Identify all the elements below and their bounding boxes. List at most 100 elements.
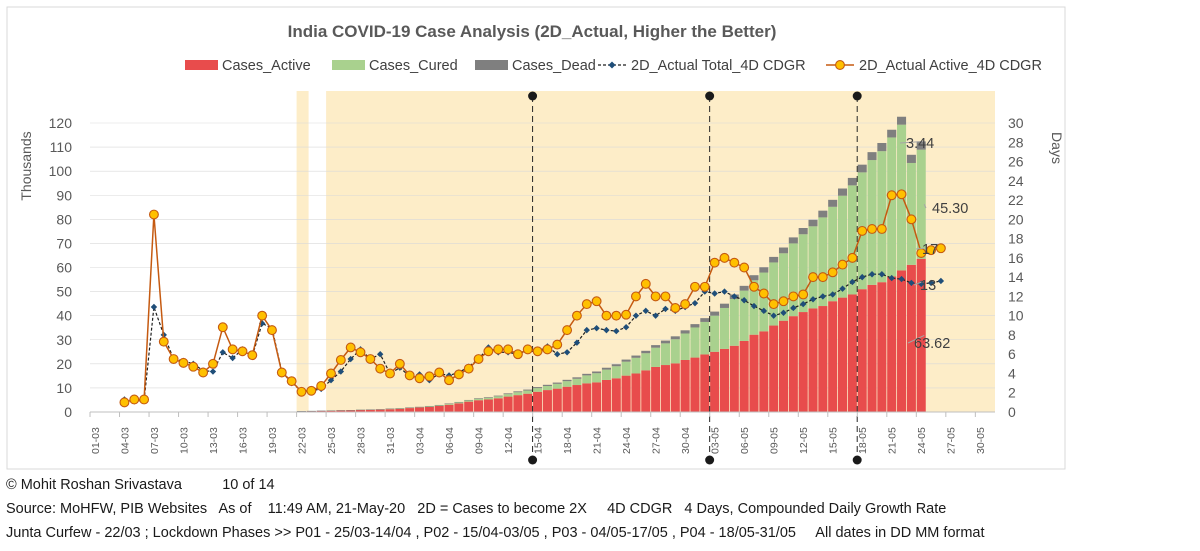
active-bar bbox=[867, 284, 877, 412]
dead-bar bbox=[572, 377, 582, 379]
x-tick-label: 03-04 bbox=[415, 427, 427, 454]
active-cdgr-point bbox=[257, 310, 268, 321]
dead-bar bbox=[621, 359, 631, 362]
total-cdgr-point bbox=[878, 271, 886, 278]
y-tick-right: 10 bbox=[1008, 308, 1024, 324]
cured-bar bbox=[710, 315, 720, 352]
active-bar bbox=[631, 373, 641, 412]
dead-bar bbox=[670, 336, 680, 340]
legend-swatch bbox=[185, 60, 218, 70]
dead-bar bbox=[336, 410, 346, 411]
active-cdgr-point bbox=[119, 397, 130, 408]
cured-bar bbox=[778, 253, 789, 321]
y-tick-left: 60 bbox=[56, 260, 72, 276]
x-tick-label: 25-03 bbox=[326, 427, 338, 454]
cured-bar bbox=[877, 151, 887, 283]
dead-bar bbox=[326, 410, 336, 411]
dead-bar bbox=[395, 408, 405, 409]
total-cdgr-point bbox=[908, 279, 915, 287]
cured-bar bbox=[719, 307, 730, 349]
cured-bar bbox=[916, 149, 926, 259]
active-cdgr-point bbox=[867, 224, 877, 234]
active-cdgr-point bbox=[355, 347, 366, 358]
active-bar bbox=[641, 370, 651, 412]
active-bar bbox=[493, 398, 503, 412]
y-tick-left: 0 bbox=[64, 404, 72, 420]
dead-bar bbox=[306, 410, 316, 412]
active-cdgr-point bbox=[404, 370, 415, 381]
dead-bar bbox=[828, 199, 838, 207]
dead-bar bbox=[385, 408, 395, 410]
active-bar bbox=[778, 320, 789, 412]
cured-bar bbox=[847, 185, 857, 295]
total-cdgr-end-label: 13 bbox=[920, 278, 936, 294]
chart-title: India COVID-19 Case Analysis (2D_Actual,… bbox=[288, 22, 777, 41]
cured-bar bbox=[828, 206, 838, 302]
dead-bar bbox=[454, 401, 464, 403]
active-cdgr-end-label: 17 bbox=[922, 242, 938, 258]
cured-bar bbox=[434, 405, 444, 406]
active-cdgr-point bbox=[286, 376, 297, 387]
dead-end-label: 3.44 bbox=[906, 136, 934, 152]
x-tick-label: 09-05 bbox=[769, 427, 781, 454]
active-cdgr-point bbox=[562, 325, 573, 336]
cured-bar bbox=[739, 290, 749, 341]
dead-bar bbox=[523, 389, 533, 391]
dead-bar bbox=[808, 219, 818, 227]
total-cdgr-point bbox=[839, 285, 846, 292]
chart-border bbox=[6, 6, 1066, 470]
active-bar bbox=[660, 365, 670, 412]
y-tick-left: 90 bbox=[56, 187, 72, 203]
cured-bar bbox=[838, 195, 848, 298]
active-cdgr-point bbox=[532, 346, 543, 357]
active-cdgr-point bbox=[640, 278, 651, 289]
dead-bar bbox=[798, 228, 808, 235]
y-tick-left: 100 bbox=[49, 163, 73, 179]
cured-bar bbox=[759, 272, 769, 332]
active-bar bbox=[395, 408, 405, 412]
active-cdgr-point bbox=[316, 381, 327, 391]
x-tick-label: 07-03 bbox=[149, 427, 161, 454]
active-bar bbox=[424, 406, 434, 412]
end-labels: 3.44 45.30 17 13 63.62 bbox=[899, 136, 968, 352]
active-bar bbox=[818, 306, 828, 412]
y-axis-right-label: Days bbox=[1049, 132, 1065, 164]
total-cdgr-point bbox=[593, 324, 600, 332]
total-cdgr-point bbox=[583, 326, 590, 334]
total-cdgr-point bbox=[819, 293, 827, 300]
active-cdgr-point bbox=[926, 245, 937, 256]
total-cdgr-point bbox=[918, 280, 925, 288]
active-cdgr-point bbox=[178, 357, 189, 368]
phase-dot-top bbox=[528, 91, 538, 101]
total-cdgr-point bbox=[209, 368, 217, 375]
y-tick-right: 18 bbox=[1008, 231, 1024, 247]
y-tick-right: 6 bbox=[1008, 346, 1016, 362]
y-tick-left: 110 bbox=[50, 139, 73, 155]
dead-bar bbox=[838, 188, 848, 196]
dead-bar bbox=[710, 311, 720, 316]
dead-bar bbox=[513, 391, 523, 393]
active-cdgr-point bbox=[827, 267, 838, 278]
y-tick-right: 14 bbox=[1008, 269, 1024, 285]
active-cdgr-point bbox=[808, 272, 818, 283]
active-bar bbox=[690, 357, 700, 412]
active-end-label: 63.62 bbox=[914, 336, 950, 352]
cured-bar bbox=[798, 234, 808, 313]
cured-bar bbox=[513, 392, 523, 396]
total-cdgr-point bbox=[829, 291, 836, 298]
x-tick-label: 13-03 bbox=[208, 427, 220, 454]
cured-bar bbox=[818, 217, 828, 307]
x-tick-label: 18-05 bbox=[857, 427, 869, 454]
active-bar bbox=[503, 396, 513, 412]
cured-bar bbox=[660, 343, 670, 366]
dead-bar bbox=[641, 350, 651, 354]
active-bar bbox=[365, 409, 375, 412]
active-cdgr-point bbox=[208, 358, 218, 369]
total-cdgr-point bbox=[760, 307, 768, 315]
active-cdgr-point bbox=[847, 252, 858, 263]
total-cdgr-point bbox=[849, 278, 856, 286]
x-tick-label: 18-04 bbox=[562, 427, 574, 454]
cured-bar bbox=[651, 347, 661, 367]
dead-bar bbox=[552, 382, 562, 384]
